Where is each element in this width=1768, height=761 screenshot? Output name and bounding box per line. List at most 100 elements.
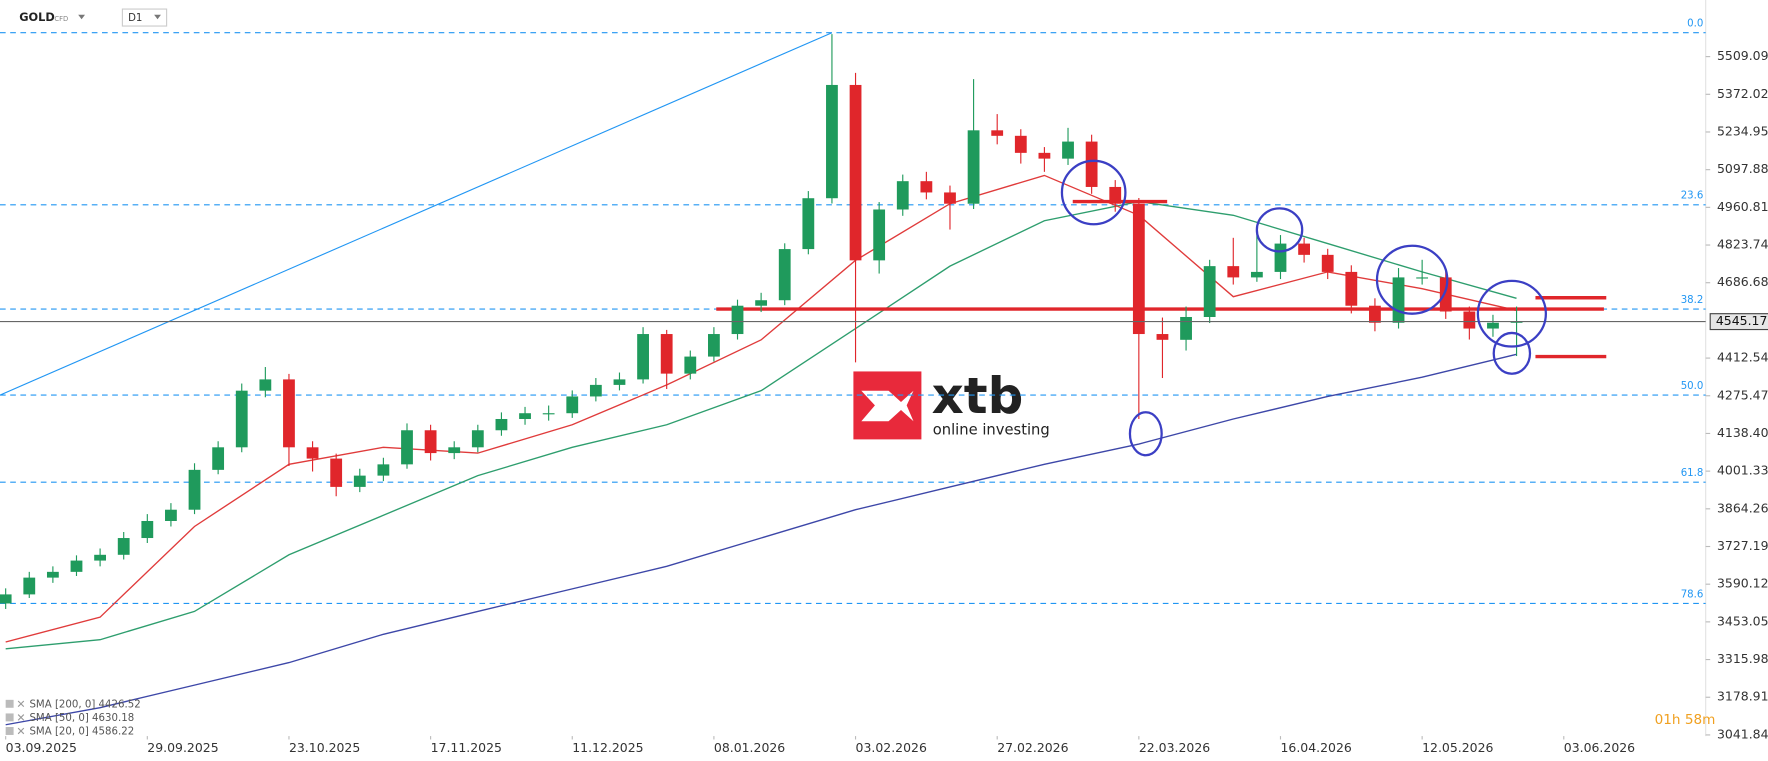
- candle-body: [1156, 334, 1169, 340]
- x-tick-label: 16.04.2026: [1280, 740, 1351, 755]
- legend-label: SMA [20, 0] 4586.22: [29, 727, 134, 738]
- candle-body: [589, 384, 602, 397]
- candle-body: [707, 334, 720, 357]
- timeframe: D1: [128, 13, 142, 24]
- candle-body: [778, 249, 791, 301]
- x-tick-label: 12.05.2026: [1422, 740, 1493, 755]
- y-tick-label: 4823.74: [1717, 237, 1768, 252]
- legend-icon: [5, 713, 14, 722]
- sma-line: [5, 353, 1517, 726]
- candle-body: [70, 560, 83, 572]
- circle-annotation: [1255, 207, 1304, 253]
- y-tick-label: 4001.33: [1717, 463, 1768, 478]
- candle-body: [1416, 277, 1429, 279]
- candle-body: [873, 209, 886, 261]
- legend-icon: [5, 727, 14, 735]
- candle-body: [1085, 141, 1098, 187]
- legend-remove: [17, 727, 25, 735]
- fib-label: 61.8: [1681, 468, 1704, 479]
- candle-body: [306, 447, 319, 459]
- timeframe-select[interactable]: [121, 8, 168, 27]
- candle-body: [471, 430, 484, 448]
- candle-body: [542, 413, 555, 415]
- candle-body: [212, 447, 225, 470]
- y-tick-label: 3590.12: [1717, 576, 1768, 591]
- legend-remove: [17, 700, 25, 708]
- circle-annotation: [1492, 331, 1532, 375]
- candle-body: [637, 334, 649, 380]
- candle-body: [1109, 186, 1122, 204]
- candle-body: [1250, 271, 1263, 278]
- fib-label: 0.0: [1687, 19, 1703, 30]
- y-tick-label: 3041.84: [1717, 726, 1768, 741]
- instrument-type: CFD: [54, 15, 68, 23]
- legend-label: SMA [200, 0] 4426.52: [29, 699, 140, 710]
- logo-x: [861, 390, 914, 422]
- trend-line: [0, 32, 833, 396]
- y-tick-label: 4138.40: [1717, 425, 1768, 440]
- legend: SMA [200, 0] 4426.52 SMA [50, 0] 4630.18 S…: [5, 699, 141, 738]
- candle-body: [259, 379, 272, 391]
- y-tick-label: 3453.05: [1717, 613, 1768, 628]
- dropdown-arrow[interactable]: [154, 14, 161, 20]
- candle-body: [1345, 271, 1358, 306]
- candle-body: [117, 538, 130, 555]
- y-tick-label: 3727.19: [1717, 538, 1768, 553]
- candle-body: [1510, 321, 1523, 323]
- candle-body: [1392, 277, 1405, 323]
- legend-icon: [5, 699, 14, 708]
- y-tick-label: 3864.26: [1717, 500, 1768, 515]
- x-tick-label: 08.01.2026: [714, 740, 785, 755]
- watermark: xtb online investing: [853, 367, 1050, 440]
- candle-body: [94, 554, 106, 561]
- last-price-label: 4545.17: [1716, 313, 1768, 328]
- candle-body: [1203, 266, 1216, 317]
- candle-body: [141, 520, 154, 539]
- candle-body: [802, 198, 815, 250]
- fib-label: 50.0: [1681, 381, 1704, 392]
- logo-tagline: online investing: [933, 421, 1050, 438]
- circle-annotation: [1060, 159, 1127, 226]
- legend-remove: [17, 714, 25, 721]
- annotations: [1060, 159, 1547, 457]
- x-tick-label: 23.10.2025: [289, 740, 360, 755]
- candle-body: [566, 396, 579, 414]
- symbol[interactable]: GOLD: [19, 10, 55, 24]
- candle-body: [165, 509, 177, 521]
- x-tick-label: 03.09.2025: [6, 740, 77, 755]
- y-tick-label: 5097.88: [1717, 161, 1768, 176]
- y-tick-label: 5234.95: [1717, 123, 1768, 138]
- y-tick-label: 4275.47: [1717, 387, 1768, 402]
- x-tick-label: 27.02.2026: [997, 740, 1068, 755]
- candle-body: [896, 181, 909, 210]
- y-tick-label: 5509.09: [1717, 48, 1768, 63]
- candle-body: [1227, 266, 1240, 278]
- candle-body: [849, 84, 862, 261]
- candle-body: [1321, 254, 1334, 272]
- circle-annotation: [1128, 411, 1163, 457]
- x-tick-label: 29.09.2025: [147, 740, 218, 755]
- candle-body: [1369, 305, 1381, 323]
- y-tick-label: 5372.02: [1717, 86, 1768, 101]
- x-tick-label: 17.11.2025: [431, 740, 502, 755]
- candle-body: [377, 464, 390, 476]
- legend-label: SMA [50, 0] 4630.18: [29, 713, 134, 724]
- toolbar: GOLD CFD D1: [19, 8, 168, 27]
- dropdown-arrow[interactable]: [78, 14, 85, 20]
- candle-body: [448, 447, 461, 454]
- candle-body: [235, 390, 248, 448]
- candle-body: [991, 130, 1004, 136]
- candle-body: [353, 475, 366, 487]
- candle-body: [826, 84, 838, 199]
- candle-body: [1487, 322, 1499, 329]
- circle-annotation: [1375, 244, 1449, 315]
- y-tick-label: 4960.81: [1717, 199, 1768, 214]
- candle-body: [755, 300, 768, 306]
- candle-body: [1132, 203, 1145, 335]
- candle-body: [330, 458, 343, 487]
- candle-body: [46, 571, 59, 578]
- y-tick-label: 4686.68: [1717, 274, 1768, 289]
- candle-body: [519, 413, 531, 419]
- sma-line: [5, 174, 1517, 643]
